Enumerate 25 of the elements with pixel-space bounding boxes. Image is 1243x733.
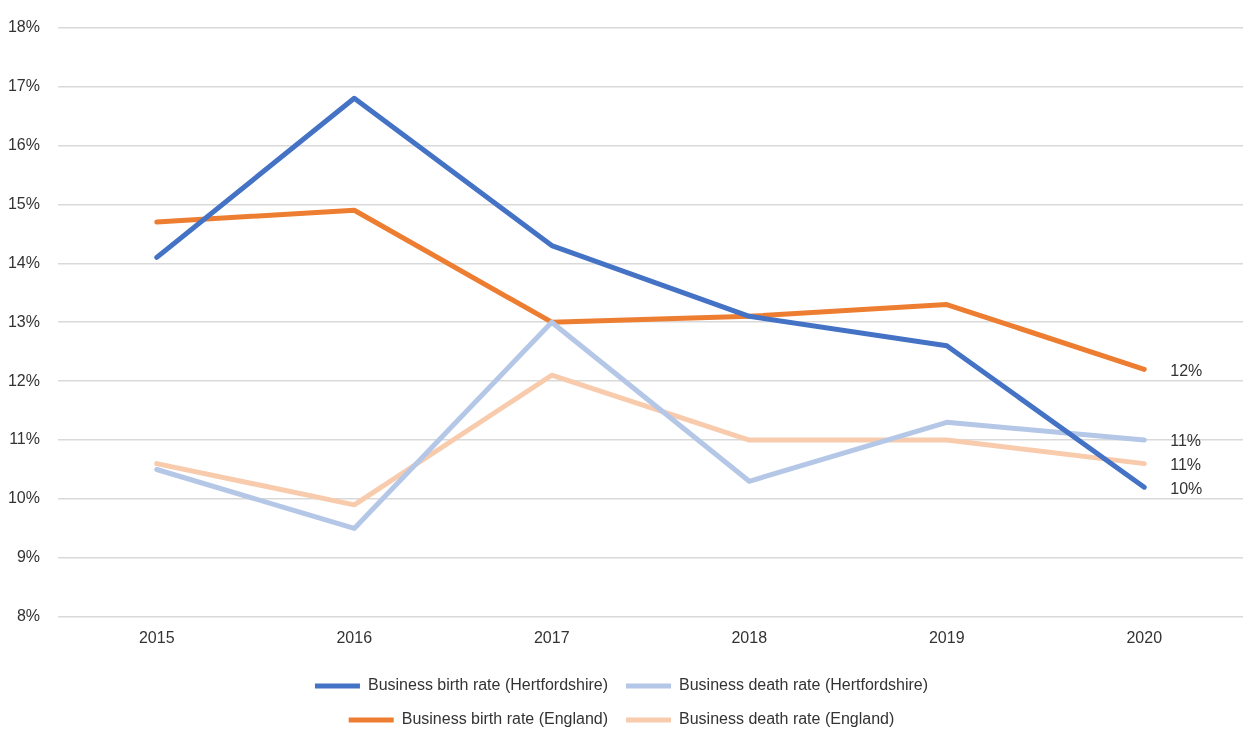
y-tick-label: 10%	[7, 489, 40, 507]
data-label: 10%	[1170, 479, 1203, 497]
y-tick-label: 13%	[7, 312, 40, 330]
x-tick-label: 2016	[336, 628, 373, 646]
x-tick-label: 2018	[731, 628, 768, 646]
legend-label: Business birth rate (England)	[401, 710, 609, 728]
x-tick-label: 2017	[533, 628, 570, 646]
x-tick-label: 2020	[1126, 628, 1163, 646]
y-tick-label: 12%	[7, 371, 40, 389]
y-tick-label: 18%	[7, 18, 40, 36]
data-label: 11%	[1170, 432, 1202, 450]
x-tick-label: 2015	[138, 628, 175, 646]
y-tick-label: 14%	[7, 253, 40, 271]
x-tick-label: 2019	[928, 628, 965, 646]
y-tick-label: 9%	[16, 548, 40, 566]
legend-label: Business birth rate (Hertfordshire)	[367, 676, 609, 694]
legend-label: Business death rate (Hertfordshire)	[679, 676, 929, 694]
y-tick-label: 11%	[9, 430, 40, 448]
y-tick-label: 17%	[7, 76, 40, 94]
y-tick-label: 16%	[7, 135, 40, 153]
data-label: 12%	[1170, 361, 1203, 379]
data-label: 11%	[1170, 456, 1202, 474]
legend-label: Business death rate (England)	[679, 710, 895, 728]
y-tick-label: 8%	[16, 607, 40, 625]
y-tick-label: 15%	[7, 194, 40, 212]
